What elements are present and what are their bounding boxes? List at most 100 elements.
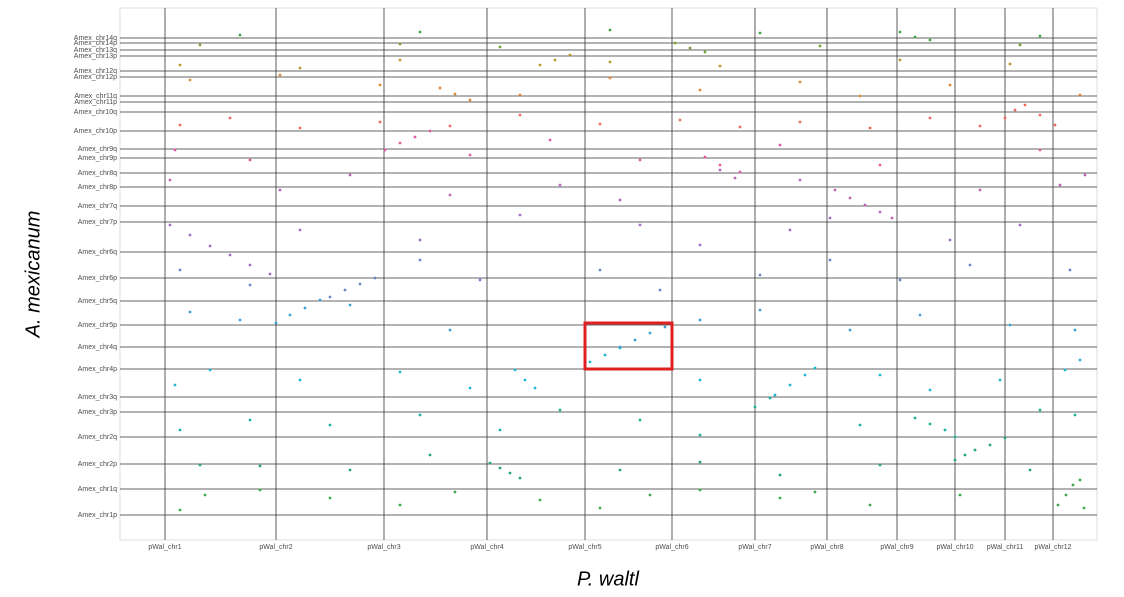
point (248, 418, 252, 422)
point (378, 83, 382, 87)
x-tick-label: pWal_chr8 (810, 544, 843, 551)
points (168, 28, 1087, 512)
point (978, 188, 982, 192)
point (1063, 368, 1067, 372)
point (228, 116, 232, 120)
point (1073, 413, 1077, 417)
point (953, 458, 957, 462)
point (868, 503, 872, 507)
point (178, 123, 182, 127)
point (678, 118, 682, 122)
point (188, 310, 192, 314)
point (568, 53, 572, 57)
point (918, 313, 922, 317)
y-tick-label: Amex_chr5q (78, 298, 117, 305)
y-tick-label: Amex_chr4q (78, 344, 117, 351)
point (173, 383, 177, 387)
point (418, 30, 422, 34)
point (878, 373, 882, 377)
plot-panel (119, 7, 1098, 541)
y-axis-title: A. mexicanum (22, 211, 44, 339)
point (878, 163, 882, 167)
point (698, 488, 702, 492)
point (878, 210, 882, 214)
point (828, 216, 832, 220)
point (638, 418, 642, 422)
point (168, 223, 172, 227)
point (778, 473, 782, 477)
x-tick-label: pWal_chr1 (148, 544, 181, 551)
point (673, 41, 677, 45)
point (733, 176, 737, 180)
y-tick-label: Amex_chr9q (78, 146, 117, 153)
point (913, 35, 917, 39)
point (878, 463, 882, 467)
point (698, 243, 702, 247)
point (498, 45, 502, 49)
point (523, 378, 527, 382)
point (863, 203, 867, 207)
point (448, 193, 452, 197)
point (328, 496, 332, 500)
point (413, 135, 417, 139)
x-tick-label: pWal_chr6 (655, 544, 688, 551)
highlight-box (583, 321, 674, 371)
point (898, 58, 902, 62)
y-tick-label: Amex_chr7p (78, 219, 117, 226)
point (1038, 148, 1042, 152)
point (1013, 108, 1017, 112)
point (868, 126, 872, 130)
y-tick-label: Amex_chr2p (78, 461, 117, 468)
x-tick-label: pWal_chr12 (1034, 544, 1071, 551)
point (248, 158, 252, 162)
point (703, 155, 707, 159)
point (648, 331, 652, 335)
point (773, 393, 777, 397)
point (638, 158, 642, 162)
y-tick-label: Amex_chr11p (74, 99, 117, 106)
point (533, 386, 537, 390)
y-tick-label: Amex_chr12q (74, 68, 117, 75)
point (208, 244, 212, 248)
grid (120, 8, 1097, 540)
y-tick-label: Amex_chr10q (74, 109, 117, 116)
point (178, 63, 182, 67)
point (698, 88, 702, 92)
point (198, 43, 202, 47)
point (1038, 113, 1042, 117)
point (978, 124, 982, 128)
x-axis-title: P. waltl (577, 568, 639, 590)
point (598, 122, 602, 126)
point (558, 183, 562, 187)
point (1058, 183, 1062, 187)
y-tick-label: Amex_chr3p (78, 409, 117, 416)
point (208, 368, 212, 372)
point (343, 288, 347, 292)
point (318, 298, 322, 302)
point (828, 258, 832, 262)
point (1073, 328, 1077, 332)
point (798, 80, 802, 84)
point (648, 493, 652, 497)
point (178, 428, 182, 432)
point (398, 58, 402, 62)
point (468, 98, 472, 102)
point (1083, 173, 1087, 177)
point (1078, 478, 1082, 482)
point (858, 423, 862, 427)
point (468, 153, 472, 157)
point (953, 435, 957, 439)
point (258, 488, 262, 492)
point (703, 50, 707, 54)
point (1078, 358, 1082, 362)
point (718, 168, 722, 172)
point (428, 129, 432, 133)
point (188, 233, 192, 237)
x-tick-label: pWal_chr9 (880, 544, 913, 551)
point (803, 373, 807, 377)
point (508, 471, 512, 475)
point (738, 170, 742, 174)
point (358, 282, 362, 286)
y-tick-label: Amex_chr12p (74, 74, 117, 81)
point (928, 116, 932, 120)
